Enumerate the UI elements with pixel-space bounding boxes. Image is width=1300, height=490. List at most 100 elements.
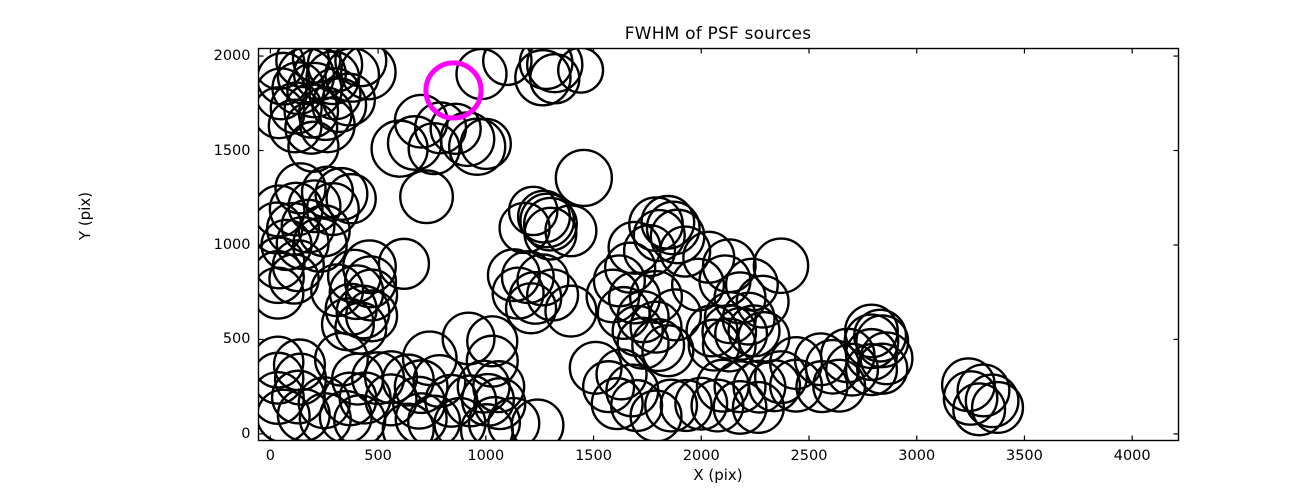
psf-source-circle [276, 48, 336, 106]
psf-source-circle [628, 269, 684, 324]
psf-source-circle [459, 403, 514, 441]
psf-source-circle [703, 291, 757, 345]
psf-source-circle [690, 378, 745, 433]
psf-source-circle [964, 373, 1020, 429]
psf-source-circle [482, 48, 533, 87]
psf-source-circle [258, 335, 305, 389]
psf-source-circle [318, 389, 373, 441]
psf-source-circle [334, 48, 388, 88]
x-tick-label: 1500 [575, 447, 612, 464]
psf-source-circle [855, 314, 910, 369]
psf-source-circle [843, 303, 899, 359]
psf-source-circle [335, 284, 391, 340]
psf-source-circle [394, 392, 448, 441]
psf-source-circle [424, 373, 479, 428]
psf-source-circle [731, 380, 785, 435]
y-tick-label: 0 [241, 425, 251, 442]
psf-source-circle [429, 102, 482, 155]
psf-source-circle [507, 185, 559, 237]
psf-source-circle [305, 50, 361, 106]
psf-source-circle [459, 117, 513, 171]
psf-source-circle [590, 377, 644, 431]
psf-source-circle [687, 318, 741, 372]
psf-source-circle [258, 351, 305, 405]
psf-source-circle [377, 237, 431, 291]
highlighted-psf-source-circle [423, 60, 484, 121]
psf-source-circle [544, 284, 598, 338]
psf-source-circle [267, 98, 323, 154]
psf-source-circle [658, 225, 712, 278]
psf-source-circle [447, 117, 507, 176]
psf-source-circle [632, 208, 686, 263]
psf-source-circle [812, 358, 867, 413]
psf-source-circle [585, 268, 641, 324]
psf-source-circle [274, 162, 327, 215]
psf-source-circle [525, 48, 584, 94]
psf-source-circle [942, 370, 999, 426]
psf-source-circle [258, 51, 311, 106]
psf-source-circle [701, 303, 758, 360]
x-tick-label: 3500 [1005, 447, 1043, 464]
psf-source-circle [582, 360, 636, 414]
psf-source-circle [956, 363, 1011, 418]
y-tick-label: 1000 [213, 236, 251, 253]
psf-source-circle [595, 348, 648, 401]
psf-source-circle [752, 237, 810, 295]
psf-source-circle [393, 359, 449, 415]
psf-source-circle [648, 288, 703, 342]
psf-source-circle [340, 48, 397, 101]
psf-source-circle [701, 317, 757, 373]
psf-source-circle [399, 169, 455, 225]
psf-source-circle [952, 382, 1007, 437]
psf-source-circle [596, 285, 651, 341]
x-tick-label: 2500 [790, 447, 828, 464]
psf-source-circle [631, 318, 686, 373]
page-title: FWHM of PSF sources [624, 24, 812, 44]
psf-source-circle [795, 360, 849, 414]
psf-source-circle [466, 315, 519, 368]
psf-source-circle [753, 350, 809, 405]
psf-source-circle [268, 181, 324, 237]
psf-source-circle [433, 396, 487, 441]
psf-source-circle [276, 387, 331, 441]
psf-source-circle [314, 166, 369, 222]
y-tick-label: 500 [222, 331, 251, 348]
x-axis-label: X (pix) [693, 466, 743, 484]
psf-source-circle [616, 316, 670, 370]
psf-source-circle [544, 204, 598, 258]
x-tick-label: 1000 [467, 447, 505, 464]
psf-source-circle [645, 200, 701, 256]
psf-source-circle [629, 300, 683, 354]
psf-source-circle [644, 378, 699, 433]
psf-source-circle [370, 119, 429, 178]
psf-source-circle [324, 48, 381, 103]
y-axis-ticks [258, 55, 1179, 435]
psf-source-circle [325, 172, 377, 225]
psf-source-circle [344, 289, 399, 343]
psf-source-circle [498, 201, 551, 255]
psf-source-circle [407, 394, 462, 441]
psf-source-circle [268, 253, 320, 305]
psf-source-circle [685, 304, 739, 358]
psf-source-circle [407, 122, 461, 176]
psf-source-circle [554, 148, 614, 208]
psf-source-circle [344, 268, 399, 322]
psf-source-circle [713, 360, 767, 414]
psf-source-circle [701, 238, 757, 294]
psf-source-circle [486, 248, 541, 303]
psf-source-circle [674, 376, 729, 431]
psf-source-circle [747, 359, 802, 413]
psf-source-circle [258, 250, 305, 305]
psf-source-circle [735, 274, 790, 329]
psf-source-circle [844, 343, 899, 397]
psf-source-circle [641, 324, 695, 378]
psf-source-circle [283, 82, 340, 139]
x-tick-label: 2000 [682, 447, 720, 464]
y-tick-label: 2000 [213, 48, 251, 65]
x-tick-label: 3000 [898, 447, 936, 464]
psf-source-circle [970, 380, 1025, 435]
x-tick-label: 0 [265, 447, 275, 464]
x-tick-label: 500 [364, 447, 392, 464]
psf-source-circle [298, 392, 352, 441]
